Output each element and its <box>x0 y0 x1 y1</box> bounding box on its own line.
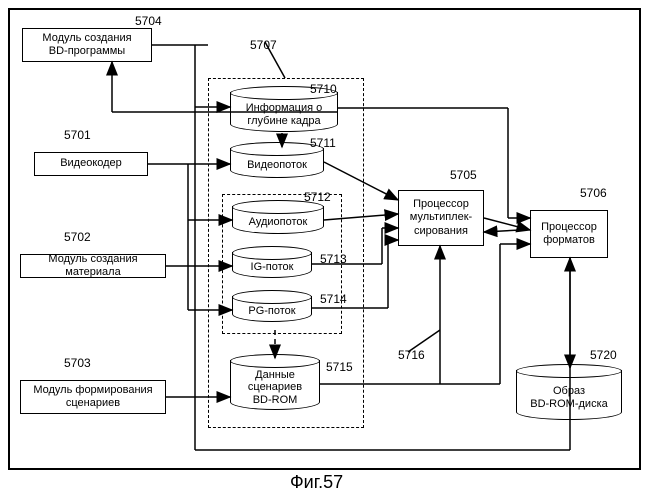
num-5714: 5714 <box>320 292 347 306</box>
node-5706: Процессорформатов <box>530 210 608 258</box>
num-5704: 5704 <box>135 14 162 28</box>
cyl-5714: PG-поток <box>232 296 312 322</box>
label: Модуль формированиясценариев <box>33 384 152 410</box>
cyl-5713: IG-поток <box>232 252 312 278</box>
num-5715: 5715 <box>326 360 353 374</box>
node-5705: Процессормультиплек-сирования <box>398 190 484 246</box>
num-5711: 5711 <box>310 136 336 150</box>
cyl-5711: Видеопоток <box>230 148 324 178</box>
num-5720: 5720 <box>590 348 617 362</box>
diagram-canvas: Модуль созданияBD-программы Видеокодер М… <box>0 0 649 500</box>
label: Информация оглубине кадра <box>246 102 323 127</box>
node-5701: Видеокодер <box>34 152 148 176</box>
label: Видеопоток <box>247 159 307 172</box>
num-5701: 5701 <box>64 128 91 142</box>
node-5703: Модуль формированиясценариев <box>20 380 166 414</box>
label: ОбразBD-ROM-диска <box>530 385 608 410</box>
num-5703: 5703 <box>64 356 91 370</box>
num-5702: 5702 <box>64 230 91 244</box>
label: IG-поток <box>251 261 294 274</box>
label: ДанныесценариевBD-ROM <box>248 369 302 407</box>
label: Видеокодер <box>60 157 122 170</box>
num-5705: 5705 <box>450 168 477 182</box>
label: Процессормультиплек-сирования <box>410 198 472 238</box>
num-5712: 5712 <box>304 190 331 204</box>
num-5710: 5710 <box>310 82 337 96</box>
label: Модуль созданияBD-программы <box>42 32 131 58</box>
label: Процессорформатов <box>541 221 597 247</box>
cyl-5720: ОбразBD-ROM-диска <box>516 370 622 420</box>
num-5707: 5707 <box>250 38 277 52</box>
node-5704: Модуль созданияBD-программы <box>22 28 152 62</box>
num-5716: 5716 <box>398 348 425 362</box>
label: PG-поток <box>248 305 295 318</box>
cyl-5712: Аудиопоток <box>232 206 324 234</box>
label: Аудиопоток <box>249 216 308 229</box>
num-5706: 5706 <box>580 186 607 200</box>
cyl-5710: Информация оглубине кадра <box>230 92 338 132</box>
label: Модуль создания материала <box>23 253 163 279</box>
num-5713: 5713 <box>320 252 347 266</box>
figure-label: Фиг.57 <box>290 472 343 493</box>
node-5702: Модуль создания материала <box>20 254 166 278</box>
cyl-5715: ДанныесценариевBD-ROM <box>230 360 320 410</box>
